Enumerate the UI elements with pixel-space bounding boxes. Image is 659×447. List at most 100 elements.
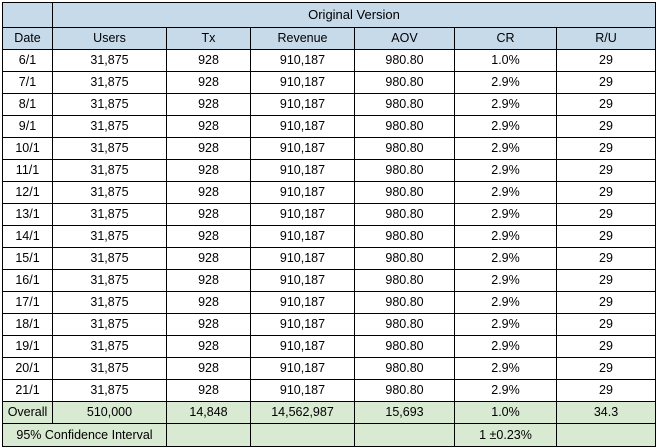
table-row: 21/1 31,875 928 910,187 980.80 2.9% 29 (2, 379, 656, 402)
confidence-aov (354, 423, 455, 447)
cell-revenue: 910,187 (250, 225, 355, 248)
table-row: 11/1 31,875 928 910,187 980.80 2.9% 29 (2, 159, 656, 182)
cell-date: 16/1 (2, 269, 53, 292)
column-header-aov: AOV (354, 27, 455, 50)
cell-aov: 980.80 (354, 379, 455, 402)
cell-date: 11/1 (2, 159, 53, 182)
cell-date: 19/1 (2, 335, 53, 358)
column-header-ru: R/U (556, 27, 656, 50)
cell-revenue: 910,187 (250, 291, 355, 314)
cell-ru: 29 (556, 247, 656, 270)
cell-ru: 29 (556, 159, 656, 182)
column-header-row: Date Users Tx Revenue AOV CR R/U (2, 27, 656, 50)
cell-tx: 928 (166, 247, 251, 270)
cell-cr: 2.9% (454, 379, 557, 402)
cell-ru: 29 (556, 269, 656, 292)
cell-aov: 980.80 (354, 269, 455, 292)
cell-tx: 928 (166, 181, 251, 204)
cell-ru: 29 (556, 313, 656, 336)
cell-aov: 980.80 (354, 93, 455, 116)
cell-tx: 928 (166, 49, 251, 72)
cell-tx: 928 (166, 379, 251, 402)
cell-users: 31,875 (52, 137, 167, 160)
cell-revenue: 910,187 (250, 159, 355, 182)
cell-tx: 928 (166, 313, 251, 336)
overall-ru: 34.3 (556, 401, 656, 424)
cell-cr: 2.9% (454, 159, 557, 182)
cell-ru: 29 (556, 203, 656, 226)
group-header-row: Original Version (2, 2, 656, 28)
table-row: 15/1 31,875 928 910,187 980.80 2.9% 29 (2, 247, 656, 270)
cell-date: 18/1 (2, 313, 53, 336)
cell-cr: 2.9% (454, 291, 557, 314)
table-row: 16/1 31,875 928 910,187 980.80 2.9% 29 (2, 269, 656, 292)
cell-users: 31,875 (52, 269, 167, 292)
cell-users: 31,875 (52, 49, 167, 72)
cell-tx: 928 (166, 71, 251, 94)
cell-ru: 29 (556, 115, 656, 138)
confidence-ru (556, 423, 656, 447)
overall-tx: 14,848 (166, 401, 251, 424)
overall-summary-row: Overall 510,000 14,848 14,562,987 15,693… (2, 401, 656, 424)
cell-date: 17/1 (2, 291, 53, 314)
group-header-blank-cell (2, 2, 53, 28)
cell-ru: 29 (556, 181, 656, 204)
cell-aov: 980.80 (354, 313, 455, 336)
cell-users: 31,875 (52, 291, 167, 314)
cell-aov: 980.80 (354, 71, 455, 94)
cell-ru: 29 (556, 379, 656, 402)
cell-revenue: 910,187 (250, 379, 355, 402)
cell-tx: 928 (166, 137, 251, 160)
confidence-tx (166, 423, 251, 447)
cell-date: 15/1 (2, 247, 53, 270)
cell-tx: 928 (166, 93, 251, 116)
cell-tx: 928 (166, 225, 251, 248)
table-row: 7/1 31,875 928 910,187 980.80 2.9% 29 (2, 71, 656, 94)
cell-cr: 2.9% (454, 203, 557, 226)
cell-tx: 928 (166, 159, 251, 182)
cell-users: 31,875 (52, 115, 167, 138)
cell-cr: 2.9% (454, 247, 557, 270)
cell-ru: 29 (556, 137, 656, 160)
column-header-date: Date (2, 27, 53, 50)
table-row: 12/1 31,875 928 910,187 980.80 2.9% 29 (2, 181, 656, 204)
cell-cr: 2.9% (454, 181, 557, 204)
cell-ru: 29 (556, 49, 656, 72)
cell-tx: 928 (166, 291, 251, 314)
overall-cr: 1.0% (454, 401, 557, 424)
cell-cr: 2.9% (454, 225, 557, 248)
cell-aov: 980.80 (354, 49, 455, 72)
cell-cr: 2.9% (454, 357, 557, 380)
cell-date: 10/1 (2, 137, 53, 160)
table-row: 9/1 31,875 928 910,187 980.80 2.9% 29 (2, 115, 656, 138)
cell-date: 9/1 (2, 115, 53, 138)
table-row: 13/1 31,875 928 910,187 980.80 2.9% 29 (2, 203, 656, 226)
cell-revenue: 910,187 (250, 335, 355, 358)
cell-cr: 1.0% (454, 49, 557, 72)
confidence-interval-row: 95% Confidence Interval 1 ±0.23% (2, 423, 656, 447)
cell-revenue: 910,187 (250, 357, 355, 380)
cell-users: 31,875 (52, 335, 167, 358)
cell-aov: 980.80 (354, 137, 455, 160)
overall-revenue: 14,562,987 (250, 401, 355, 424)
cell-cr: 2.9% (454, 335, 557, 358)
cell-users: 31,875 (52, 313, 167, 336)
cell-ru: 29 (556, 225, 656, 248)
cell-aov: 980.80 (354, 335, 455, 358)
table-row: 14/1 31,875 928 910,187 980.80 2.9% 29 (2, 225, 656, 248)
cell-date: 8/1 (2, 93, 53, 116)
column-header-tx: Tx (166, 27, 251, 50)
cell-users: 31,875 (52, 181, 167, 204)
cell-date: 6/1 (2, 49, 53, 72)
cell-ru: 29 (556, 71, 656, 94)
cell-tx: 928 (166, 203, 251, 226)
cell-revenue: 910,187 (250, 203, 355, 226)
cell-date: 14/1 (2, 225, 53, 248)
cell-cr: 2.9% (454, 269, 557, 292)
column-header-cr: CR (454, 27, 557, 50)
cell-tx: 928 (166, 357, 251, 380)
column-header-revenue: Revenue (250, 27, 355, 50)
cell-ru: 29 (556, 93, 656, 116)
cell-revenue: 910,187 (250, 247, 355, 270)
